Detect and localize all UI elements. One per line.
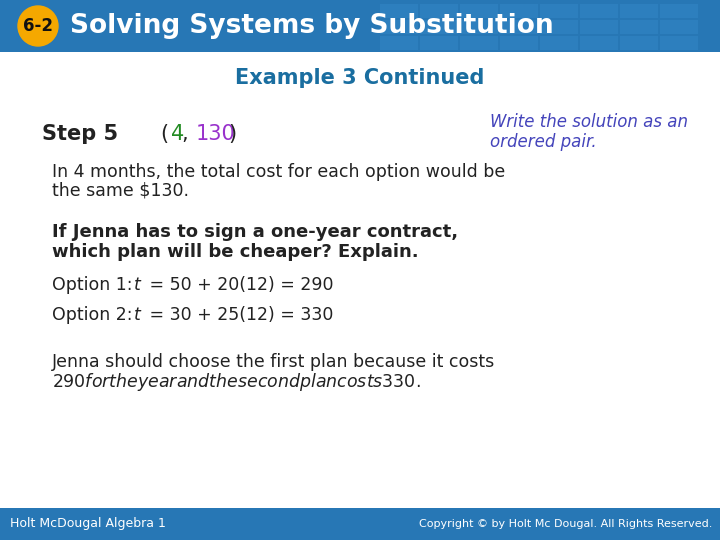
Text: If Jenna has to sign a one-year contract,: If Jenna has to sign a one-year contract…: [52, 223, 458, 241]
Text: (: (: [160, 124, 168, 144]
Bar: [460, 20, 498, 34]
Text: Copyright © by Holt Mc Dougal. All Rights Reserved.: Copyright © by Holt Mc Dougal. All Right…: [418, 519, 712, 529]
Bar: [460, 36, 498, 50]
Bar: [580, 36, 618, 50]
Bar: [660, 20, 698, 34]
Text: ): ): [228, 124, 236, 144]
Text: Step 5: Step 5: [42, 124, 118, 144]
Text: Write the solution as an: Write the solution as an: [490, 113, 688, 131]
Bar: [540, 20, 578, 34]
Bar: [500, 20, 538, 34]
Text: Holt McDougal Algebra 1: Holt McDougal Algebra 1: [10, 517, 166, 530]
Bar: [660, 36, 698, 50]
Bar: [620, 20, 658, 34]
Bar: [380, 4, 418, 18]
Bar: [660, 4, 698, 18]
Bar: [380, 36, 418, 50]
Text: In 4 months, the total cost for each option would be: In 4 months, the total cost for each opt…: [52, 163, 505, 181]
Bar: [620, 4, 658, 18]
Bar: [420, 20, 458, 34]
Text: t: t: [134, 306, 141, 324]
Bar: [540, 4, 578, 18]
Bar: [0, 508, 720, 540]
Text: Option 2:: Option 2:: [52, 306, 138, 324]
Text: 6-2: 6-2: [23, 17, 53, 35]
Bar: [420, 36, 458, 50]
Text: ,: ,: [182, 124, 195, 144]
Text: 130: 130: [196, 124, 235, 144]
Text: t: t: [134, 276, 141, 294]
Text: $290 for the year and the second plan costs $330.: $290 for the year and the second plan co…: [52, 371, 420, 393]
Bar: [580, 20, 618, 34]
Text: ordered pair.: ordered pair.: [490, 133, 597, 151]
Bar: [0, 0, 720, 52]
Text: = 50 + 20(12) = 290: = 50 + 20(12) = 290: [144, 276, 333, 294]
Text: = 30 + 25(12) = 330: = 30 + 25(12) = 330: [144, 306, 333, 324]
Text: which plan will be cheaper? Explain.: which plan will be cheaper? Explain.: [52, 243, 418, 261]
Bar: [460, 4, 498, 18]
Bar: [380, 20, 418, 34]
Text: the same $130.: the same $130.: [52, 181, 189, 199]
Text: Example 3 Continued: Example 3 Continued: [235, 68, 485, 88]
Bar: [540, 36, 578, 50]
Bar: [620, 36, 658, 50]
Text: Option 1:: Option 1:: [52, 276, 138, 294]
Bar: [580, 4, 618, 18]
Bar: [500, 36, 538, 50]
Text: 4: 4: [171, 124, 184, 144]
Bar: [500, 4, 538, 18]
Text: Jenna should choose the first plan because it costs: Jenna should choose the first plan becau…: [52, 353, 495, 371]
Text: Solving Systems by Substitution: Solving Systems by Substitution: [70, 13, 554, 39]
Bar: [420, 4, 458, 18]
Circle shape: [18, 6, 58, 46]
